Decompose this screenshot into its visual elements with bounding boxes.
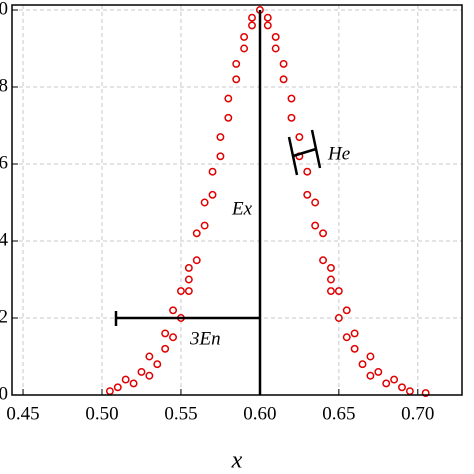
x-tick-label: 0.60: [243, 403, 276, 424]
point: [334, 287, 343, 296]
point: [248, 13, 256, 22]
point: [366, 371, 375, 380]
point: [326, 264, 335, 272]
point: [184, 287, 193, 296]
point: [374, 367, 383, 376]
point: [184, 264, 193, 272]
points: [105, 6, 430, 398]
point: [145, 371, 154, 380]
point: [248, 21, 256, 30]
point: [153, 360, 162, 369]
point: [295, 133, 304, 142]
point: [224, 94, 233, 103]
point: [137, 367, 146, 376]
x-tick-label: 0.70: [401, 403, 434, 424]
point: [208, 167, 217, 176]
point: [161, 344, 170, 353]
point: [279, 75, 288, 84]
point: [334, 314, 343, 322]
point: [279, 59, 288, 68]
point: [311, 198, 320, 207]
point: [240, 33, 249, 41]
point: [319, 256, 328, 265]
point: [224, 113, 233, 122]
point: [169, 333, 178, 342]
y-tick-label: 0.4: [0, 229, 9, 250]
y-tick-label: 1.0: [0, 0, 8, 19]
point: [350, 329, 359, 338]
point: [311, 221, 320, 230]
x-tick-label: 0.45: [6, 403, 39, 424]
point: [271, 44, 280, 53]
y-tick-label: 0.8: [0, 75, 8, 96]
point: [358, 360, 367, 369]
point: [366, 352, 375, 361]
en-label: 3En: [189, 328, 221, 349]
y-tick-label: 0.0: [0, 383, 8, 404]
ex-label: Ex: [231, 198, 253, 219]
point: [113, 383, 122, 392]
point: [161, 329, 170, 338]
x-tick-label: 0.65: [322, 403, 355, 424]
point: [390, 375, 399, 384]
point: [129, 379, 138, 388]
point: [263, 13, 272, 22]
point: [405, 387, 414, 396]
point: [382, 379, 391, 388]
x-tick-label: 0.55: [164, 403, 197, 424]
point: [145, 352, 154, 361]
point: [271, 33, 280, 41]
x-tick-label: 0.50: [85, 403, 118, 424]
point: [105, 387, 114, 396]
he-bar: [292, 147, 317, 158]
point: [192, 229, 201, 238]
point: [342, 333, 351, 342]
point: [287, 94, 296, 103]
point: [303, 167, 312, 176]
point: [216, 133, 225, 142]
point: [208, 190, 217, 199]
y-tick-label: 0.6: [0, 152, 8, 173]
plot-frame: [11, 4, 463, 396]
point: [303, 190, 312, 199]
point: [398, 383, 406, 392]
point: [232, 75, 241, 84]
y-tick-label: 0.2: [0, 306, 8, 327]
point: [121, 375, 130, 384]
point: [232, 59, 241, 68]
x-axis-label: x: [231, 448, 243, 474]
point: [240, 44, 249, 53]
point: [263, 21, 272, 30]
point: [326, 287, 335, 296]
point: [192, 256, 201, 265]
point: [287, 113, 296, 122]
point: [184, 275, 193, 284]
point: [169, 306, 178, 315]
point: [326, 275, 335, 284]
point: [200, 198, 209, 207]
point: [176, 287, 185, 296]
point: [216, 152, 225, 161]
point: [200, 221, 209, 230]
point: [319, 229, 328, 238]
point: [350, 344, 359, 353]
he-label: He: [327, 143, 350, 164]
point: [342, 306, 351, 315]
